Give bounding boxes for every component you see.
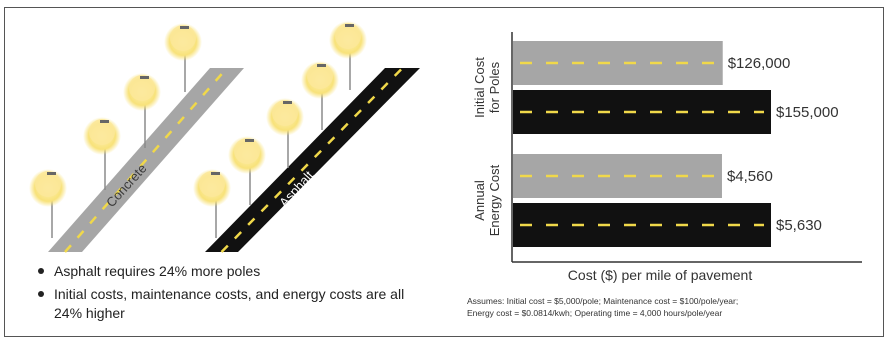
bar-concrete (513, 41, 723, 85)
lamp-head-icon (245, 139, 254, 142)
bar-value-label: $5,630 (776, 217, 822, 234)
lamp-head-icon (47, 172, 56, 175)
bullet-dot-icon (38, 291, 44, 297)
lamp-head-icon (180, 26, 189, 29)
lamp-bulb (170, 25, 196, 51)
lamp-head-icon (140, 76, 149, 79)
road-centerline (64, 67, 228, 253)
group-label: Annual (472, 180, 487, 221)
bullet-item: Initial costs, maintenance costs, and en… (36, 285, 436, 323)
lamp-head-icon (317, 64, 326, 67)
lamp-head-icon (345, 24, 354, 27)
lamp-bulb (35, 171, 61, 197)
lamp-bulb (89, 119, 115, 145)
figure-border (4, 7, 884, 337)
assumptions-line: Assumes: Initial cost = $5,000/pole; Mai… (467, 296, 739, 306)
road-centerline (220, 67, 404, 253)
lamp-head-icon (100, 120, 109, 123)
cost-bar-chart: $126,000 $155,000 Initial Cost for Poles $4,… (472, 32, 862, 283)
bullet-dot-icon (38, 268, 44, 274)
lamp-bulb (272, 100, 298, 126)
bullet-text: Initial costs, maintenance costs, and en… (54, 286, 405, 321)
bullet-item: Asphalt requires 24% more poles (36, 262, 436, 281)
bar-value-label: $4,560 (727, 168, 773, 185)
lamp-bulb (199, 171, 225, 197)
road-asphalt (205, 68, 420, 252)
lamp-bulb (129, 75, 155, 101)
bar-value-label: $126,000 (728, 55, 791, 72)
assumptions-line: Energy cost = $0.0814/kwh; Operating tim… (467, 308, 723, 318)
lighting-illustration: Concrete Asphalt (29, 21, 420, 253)
group-label: Initial Cost (472, 57, 487, 118)
group-label: for Poles (487, 61, 502, 113)
lamp-head-icon (283, 101, 292, 104)
bullet-text: Asphalt requires 24% more poles (54, 263, 261, 279)
bar-concrete (513, 154, 722, 198)
group-label: Energy Cost (487, 164, 502, 236)
bar-value-label: $155,000 (776, 104, 839, 121)
lamp-bulb (307, 63, 333, 89)
lamp-bulb (234, 138, 260, 164)
bullet-list: Asphalt requires 24% more poles Initial … (36, 262, 436, 327)
x-axis-label: Cost ($) per mile of pavement (568, 267, 753, 283)
lamp-bulb (335, 23, 361, 49)
assumptions-note: Assumes: Initial cost = $5,000/pole; Mai… (467, 295, 877, 319)
lamp-head-icon (211, 172, 220, 175)
